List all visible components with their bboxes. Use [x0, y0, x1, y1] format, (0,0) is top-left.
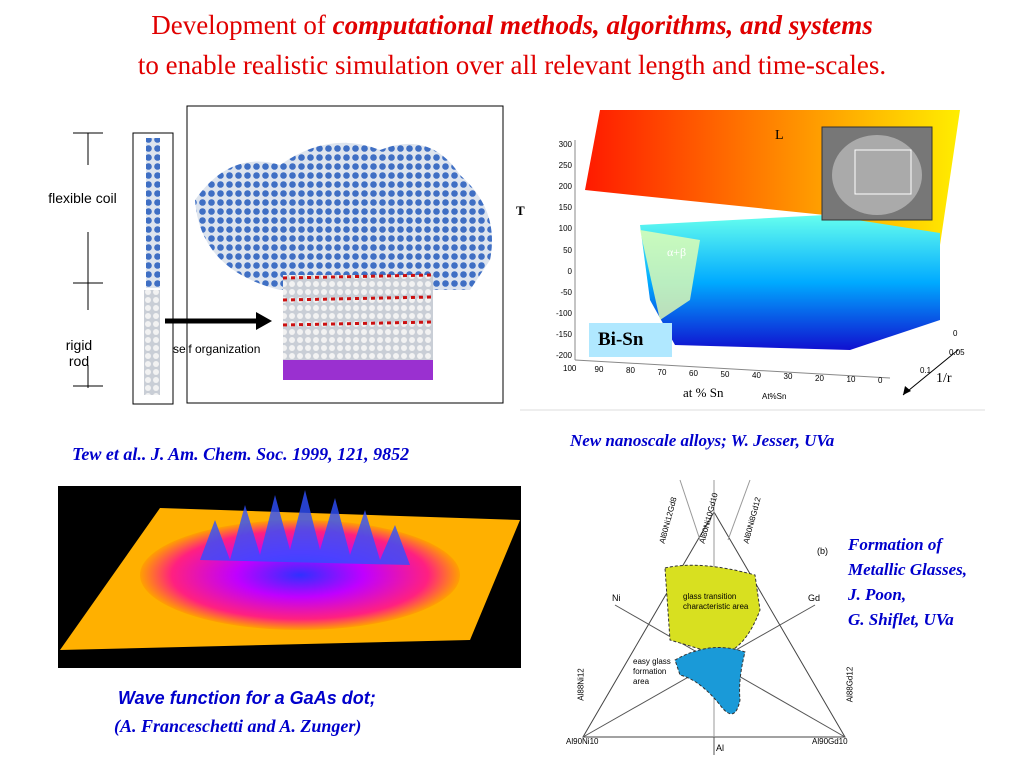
- phase-x-tick: 70: [657, 367, 667, 377]
- ternary-caption: G. Shiflet, UVa: [848, 610, 954, 629]
- title-line: Development of computational methods, al…: [0, 10, 1024, 41]
- ternary-glass-area: glass transition characteristic area: [683, 592, 749, 611]
- arrow-label: self organization: [173, 342, 261, 356]
- phase-z-tick: -200: [555, 351, 572, 360]
- flexible-label: flexible coil: [48, 190, 117, 206]
- phase-x-tick: 50: [720, 370, 730, 379]
- ternary-al: Al: [716, 743, 725, 753]
- ternary-easy-area: easy glass formation area: [633, 657, 671, 686]
- phase-x-tick: 100: [563, 364, 577, 373]
- phase-depth-label: 1/r: [936, 371, 952, 386]
- phase-z-tick: 200: [558, 182, 572, 192]
- phase-caption: New nanoscale alloys; W. Jesser, UVa: [570, 431, 835, 450]
- ternary-ni: Ni: [612, 593, 621, 603]
- phase-x-tick: 10: [846, 374, 856, 384]
- phase-axis-label: T: [516, 203, 525, 218]
- wave-caption-1: Wave function for a GaAs dot;: [118, 688, 376, 708]
- phase-z-tick: 0: [567, 266, 572, 276]
- phase-system: Bi-Sn: [598, 329, 644, 350]
- phase-depth-tick: 0.1: [920, 366, 932, 375]
- phase-liquid: L: [775, 128, 784, 143]
- ternary-bottom-right: Al90Gd10: [812, 737, 848, 746]
- ternary-caption: Metallic Glasses,: [848, 560, 967, 579]
- phase-z-tick: 100: [558, 224, 572, 234]
- wave-caption-2: (A. Franceschetti and A. Zunger): [114, 716, 362, 736]
- phase-x-tick: 40: [752, 371, 761, 381]
- phase-x-tick: 0: [878, 376, 883, 385]
- ternary-gd: Gd: [808, 593, 821, 603]
- ternary-figure: [582, 479, 846, 755]
- ternary-right-side: Al88Gd12: [845, 666, 855, 703]
- ternary-panel: (b): [817, 546, 828, 556]
- phase-z-tick: -150: [555, 329, 572, 339]
- ternary-left-side: Al88Ni12: [576, 668, 586, 701]
- phase-z-tick: 150: [558, 203, 572, 213]
- ternary-caption: Formation of: [848, 535, 942, 554]
- polymer-figure: [73, 105, 504, 405]
- phase-z-tick: 50: [563, 245, 572, 255]
- phase-region: α+β: [667, 245, 687, 259]
- title-emphasis: computational methods, algorithms, and s…: [332, 10, 873, 40]
- title-lead: Development of: [151, 10, 326, 40]
- phase-z-tick: -50: [560, 287, 572, 297]
- phase-x-tick: 30: [783, 372, 793, 382]
- ternary-bottom-left: Al90Ni10: [566, 737, 599, 746]
- phase-x-label: at % Sn: [683, 385, 724, 400]
- phase-figure: [520, 110, 985, 411]
- title-line-2: to enable realistic simulation over all …: [137, 50, 887, 80]
- polymer-caption: Tew et al.. J. Am. Chem. Soc. 1999, 121,…: [72, 444, 410, 464]
- phase-depth-tick: 0: [953, 329, 958, 338]
- phase-z-tick: 300: [558, 140, 572, 149]
- phase-x-label-small: At%Sn: [762, 392, 787, 401]
- rigid-label: rigid rod: [65, 337, 93, 369]
- phase-z-tick: -100: [555, 308, 572, 318]
- phase-x-tick: 60: [689, 368, 698, 378]
- phase-z-tick: 250: [558, 161, 572, 171]
- wave-figure: [58, 486, 521, 668]
- phase-x-tick: 80: [626, 366, 635, 376]
- phase-depth-tick: 0.05: [949, 348, 965, 357]
- phase-x-tick: 90: [594, 365, 604, 375]
- phase-x-tick: 20: [815, 373, 824, 383]
- ternary-caption: J. Poon,: [848, 585, 907, 604]
